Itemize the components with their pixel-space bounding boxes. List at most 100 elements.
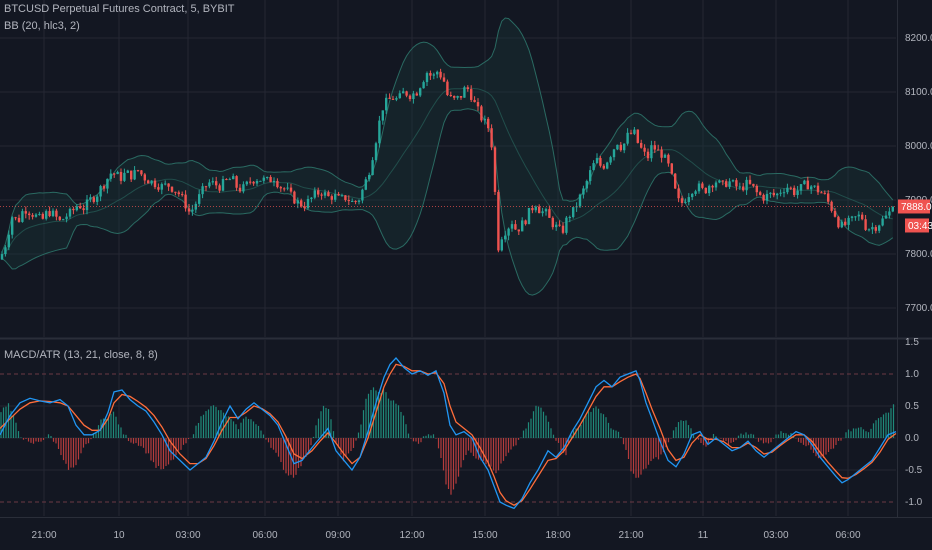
- time-axis-label: 06:00: [835, 530, 860, 541]
- candle-body: [548, 209, 551, 218]
- candle-body: [96, 196, 99, 202]
- candle-body: [534, 206, 537, 211]
- candle-body: [881, 218, 884, 226]
- candle-body: [799, 184, 803, 191]
- candle-body: [589, 170, 592, 182]
- macd-axis-label: -1.0: [905, 497, 923, 508]
- candle-body: [551, 217, 554, 228]
- candle-body: [561, 225, 565, 233]
- candle-body: [72, 208, 75, 211]
- candle-body: [153, 180, 157, 188]
- candle-body: [572, 207, 575, 218]
- candle-body: [4, 247, 7, 255]
- candle-body: [599, 158, 602, 166]
- time-axis-label: 21:00: [31, 530, 56, 541]
- macd-legend[interactable]: MACD/ATR (13, 21, close, 8, 8): [4, 349, 158, 361]
- symbol-legend[interactable]: BTCUSD Perpetual Futures Contract, 5, BY…: [4, 3, 235, 15]
- candle-body: [633, 129, 636, 134]
- candle-body: [235, 176, 238, 188]
- candle-body: [351, 201, 354, 203]
- candle-body: [646, 151, 650, 159]
- candle-body: [680, 198, 684, 203]
- bollinger-lower-line: [1, 108, 894, 296]
- candle-body: [14, 217, 17, 219]
- candle-body: [174, 191, 177, 193]
- candle-body: [891, 206, 894, 212]
- candle-body: [701, 183, 704, 188]
- candle-body: [640, 142, 643, 148]
- candle-body: [626, 132, 629, 144]
- candle-body: [388, 97, 391, 99]
- candle-body: [272, 180, 276, 183]
- candle-body: [704, 187, 707, 194]
- candle-body: [861, 214, 864, 220]
- candle-body: [510, 224, 514, 229]
- candle-body: [245, 181, 248, 185]
- candle-body: [643, 147, 646, 152]
- candle-body: [279, 187, 282, 189]
- candle-body: [436, 71, 439, 75]
- candle-body: [262, 177, 265, 181]
- last-price-value: 7888.0: [901, 202, 932, 213]
- candle-body: [28, 213, 31, 216]
- candle-body: [854, 216, 857, 218]
- candle-body: [619, 144, 622, 151]
- candle-body: [187, 208, 191, 212]
- candle-body: [320, 194, 323, 196]
- time-axis-label: 09:00: [325, 530, 350, 541]
- candle-body: [317, 190, 320, 195]
- candle-body: [762, 194, 765, 201]
- candle-body: [79, 206, 82, 209]
- candle-body: [204, 186, 208, 188]
- candle-body: [806, 180, 809, 190]
- candle-body: [463, 87, 466, 98]
- candle-body: [742, 186, 745, 191]
- candle-body: [150, 180, 153, 184]
- candle-body: [555, 224, 558, 228]
- candle-body: [385, 97, 388, 111]
- time-axis-label: 12:00: [399, 530, 424, 541]
- candle-body: [765, 193, 769, 201]
- candle-body: [415, 93, 418, 96]
- candle-body: [844, 221, 847, 225]
- candle-body: [167, 183, 170, 187]
- candle-body: [456, 95, 459, 98]
- candle-body: [480, 106, 483, 121]
- candle-body: [340, 195, 344, 197]
- candles: [0, 68, 894, 260]
- candle-body: [776, 193, 779, 196]
- candle-body: [337, 194, 340, 196]
- candle-body: [483, 118, 486, 121]
- candle-body: [378, 120, 381, 144]
- candle-body: [738, 186, 741, 188]
- candle-body: [531, 207, 534, 211]
- candle-body: [323, 192, 327, 196]
- candle-body: [487, 118, 490, 129]
- candle-body: [833, 210, 837, 217]
- time-axis-label: 15:00: [472, 530, 497, 541]
- candle-body: [432, 74, 435, 76]
- bb-legend[interactable]: BB (20, hlc3, 2): [4, 20, 80, 32]
- candle-body: [755, 185, 758, 193]
- candle-body: [609, 157, 612, 163]
- macd-axis-label: 1.0: [905, 369, 919, 380]
- candle-body: [259, 180, 262, 182]
- candle-body: [864, 219, 867, 230]
- candle-body: [592, 163, 595, 171]
- candle-body: [718, 180, 721, 183]
- candle-body: [228, 179, 231, 181]
- candle-body: [419, 88, 422, 96]
- candle-body: [527, 207, 531, 225]
- candle-body: [31, 215, 34, 217]
- candle-body: [303, 206, 306, 209]
- candle-body: [62, 219, 65, 221]
- candle-body: [493, 147, 497, 192]
- candle-body: [24, 211, 27, 214]
- candle-body: [629, 132, 633, 134]
- candle-body: [684, 202, 687, 204]
- time-axis-label: 18:00: [545, 530, 570, 541]
- candle-body: [565, 217, 568, 233]
- candle-body: [602, 165, 605, 169]
- candle-body: [476, 102, 480, 107]
